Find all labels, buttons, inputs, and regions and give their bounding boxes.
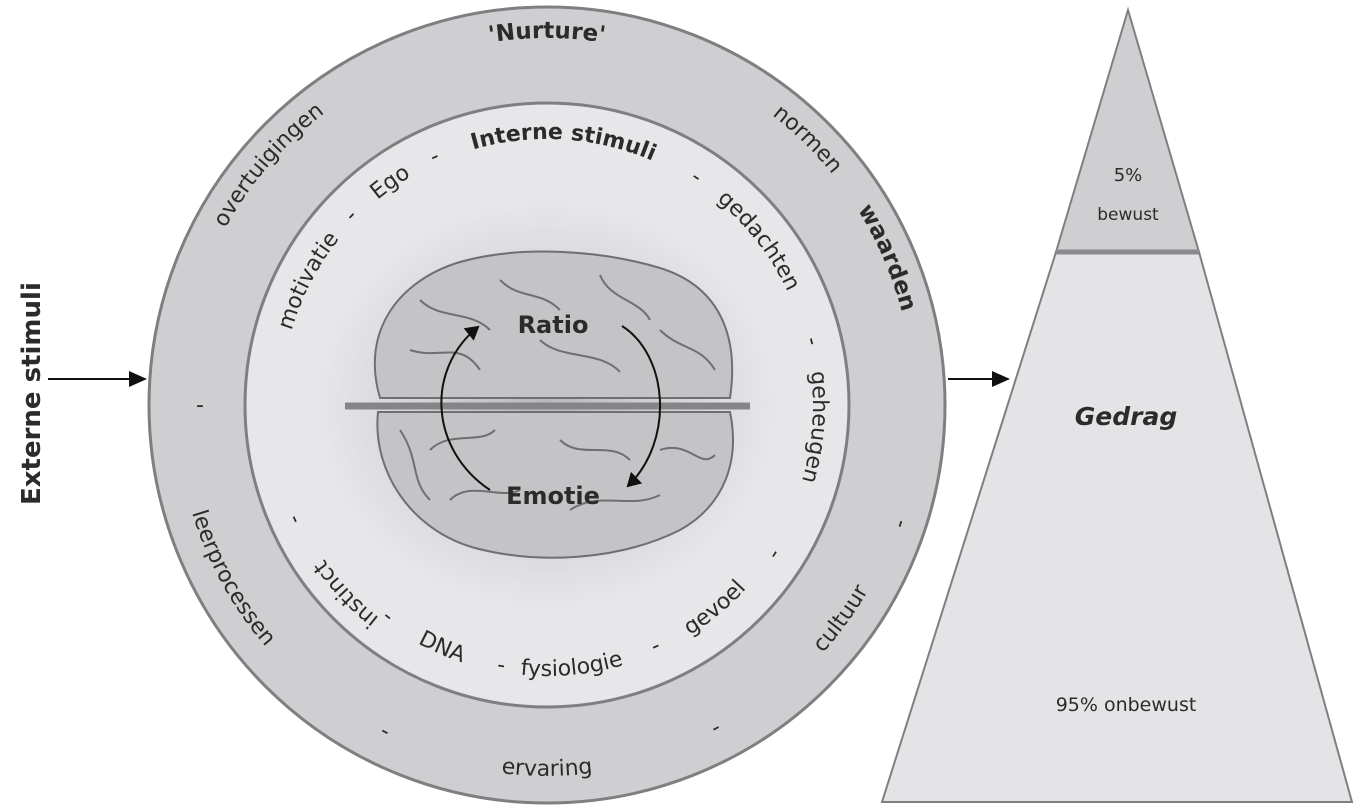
ervaring-text: ervaring xyxy=(500,754,593,782)
brain-icon xyxy=(373,250,734,559)
external-stimuli-label: Externe stimuli xyxy=(17,282,47,505)
ervaring-label: ervaring xyxy=(500,754,593,782)
emotie-label: Emotie xyxy=(506,482,600,510)
pyramid-bottom-label: 95% onbewust xyxy=(1056,694,1197,716)
pyramid-body xyxy=(880,251,1354,803)
emotie-to-ratio-arrow xyxy=(440,325,491,491)
ratio-label: Ratio xyxy=(518,311,589,339)
pyramid-top-percent: 5% xyxy=(1114,165,1143,186)
ratio-to-emotie-arrow xyxy=(621,325,662,488)
pyramid-top-label: bewust xyxy=(1097,205,1159,225)
nurture-title: 'Nurture' xyxy=(487,18,608,48)
outer-sep-5: - xyxy=(196,393,204,418)
gedrag-label: Gedrag xyxy=(1075,402,1178,431)
